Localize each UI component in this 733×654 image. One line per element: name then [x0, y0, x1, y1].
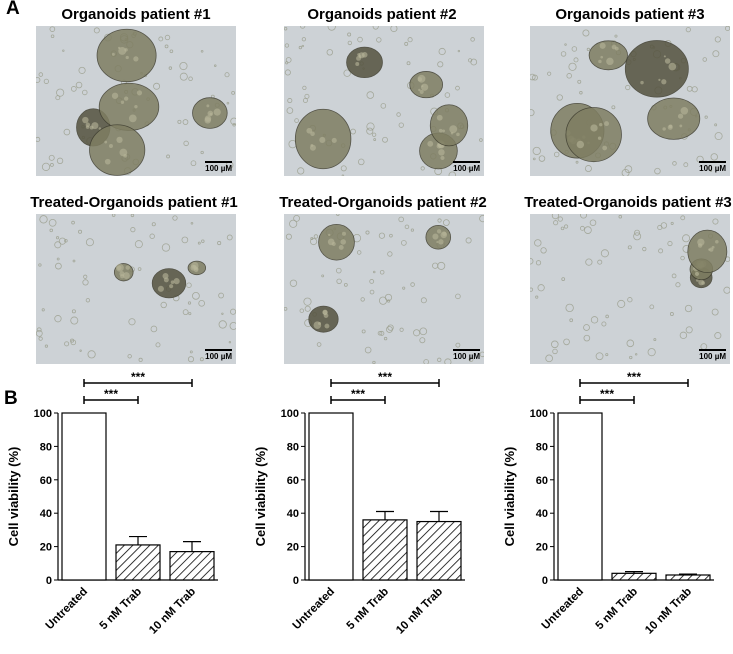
y-tick-label: 80 — [536, 441, 548, 453]
micrograph-image — [284, 26, 484, 176]
viability-chart-patient-2: Cell viability (%) 0 20 40 60 80 100 Untreated 5… — [253, 372, 465, 637]
micrograph-treated-patient-1: 100 µM — [36, 214, 236, 364]
micrograph-image — [530, 26, 730, 176]
y-tick-label: 40 — [40, 508, 52, 520]
significance-label: *** — [600, 387, 614, 401]
y-tick-label: 80 — [40, 441, 52, 453]
panel-label-a: A — [6, 0, 20, 19]
y-tick-label: 100 — [281, 408, 299, 420]
significance-label: *** — [351, 387, 365, 401]
x-tick-label: 5 nM Trab — [98, 586, 144, 632]
scale-bar-label: 100 µM — [699, 352, 726, 361]
bar-10-nm-trab — [416, 520, 462, 581]
x-tick-label: 10 nM Trab — [643, 586, 694, 637]
y-axis-label: Cell viability (%) — [502, 447, 517, 547]
y-tick-label: 20 — [287, 542, 299, 554]
x-tick-label: Untreated — [44, 586, 90, 632]
viability-chart-patient-3: Cell viability (%) 0 20 40 60 80 100 Untreated 5… — [502, 372, 714, 637]
bar-10-nm-trab — [169, 551, 215, 581]
scale-bar: 100 µM — [699, 349, 726, 361]
y-tick-label: 60 — [40, 475, 52, 487]
bar-5-nm-trab — [362, 519, 408, 581]
y-tick-label: 100 — [34, 408, 52, 420]
bar-untreated — [308, 412, 354, 581]
y-tick-label: 20 — [536, 542, 548, 554]
significance-label: *** — [104, 387, 118, 401]
y-tick-label: 20 — [40, 542, 52, 554]
y-tick-label: 100 — [530, 408, 548, 420]
scale-bar-label: 100 µM — [205, 164, 232, 173]
micrograph-image — [36, 26, 236, 176]
y-tick-label: 0 — [542, 575, 548, 587]
micrograph-title-organoids-1: Organoids patient #1 — [61, 6, 211, 23]
micrograph-title-organoids-3: Organoids patient #3 — [555, 6, 705, 23]
y-tick-label: 40 — [287, 508, 299, 520]
panel-label-b: B — [4, 388, 18, 409]
scale-bar: 100 µM — [205, 161, 232, 173]
y-tick-label: 60 — [536, 475, 548, 487]
scale-bar: 100 µM — [205, 349, 232, 361]
significance-label: *** — [627, 372, 641, 384]
micrograph-image — [284, 214, 484, 364]
micrograph-title-organoids-2: Organoids patient #2 — [307, 6, 457, 23]
x-tick-label: 10 nM Trab — [147, 586, 198, 637]
scale-bar-label: 100 µM — [205, 352, 232, 361]
scale-bar: 100 µM — [699, 161, 726, 173]
micrograph-title-treated-2: Treated-Organoids patient #2 — [279, 194, 487, 211]
significance-label: *** — [131, 372, 145, 384]
x-tick-label: 10 nM Trab — [394, 586, 445, 637]
x-tick-label: Untreated — [540, 586, 586, 632]
micrograph-organoids-patient-2: 100 µM — [284, 26, 484, 176]
bar-10-nm-trab — [665, 574, 711, 581]
micrograph-treated-patient-3: 100 µM — [530, 214, 730, 364]
y-tick-label: 60 — [287, 475, 299, 487]
micrograph-title-treated-3: Treated-Organoids patient #3 — [524, 194, 732, 211]
micrograph-organoids-patient-3: 100 µM — [530, 26, 730, 176]
x-tick-label: 5 nM Trab — [345, 586, 391, 632]
y-tick-label: 80 — [287, 441, 299, 453]
y-tick-label: 40 — [536, 508, 548, 520]
bar-untreated — [61, 412, 107, 581]
micrograph-organoids-patient-1: 100 µM — [36, 26, 236, 176]
scale-bar-label: 100 µM — [453, 164, 480, 173]
viability-chart-patient-1: Cell viability (%) 0 20 40 60 80 100 Untreated 5… — [6, 372, 218, 637]
scale-bar-label: 100 µM — [453, 352, 480, 361]
x-tick-label: Untreated — [291, 586, 337, 632]
y-axis-label: Cell viability (%) — [253, 447, 268, 547]
x-tick-label: 5 nM Trab — [594, 586, 640, 632]
y-axis-label: Cell viability (%) — [6, 447, 21, 547]
y-tick-label: 0 — [46, 575, 52, 587]
y-tick-label: 0 — [293, 575, 299, 587]
micrograph-image — [36, 214, 236, 364]
micrograph-treated-patient-2: 100 µM — [284, 214, 484, 364]
scale-bar: 100 µM — [453, 349, 480, 361]
bar-untreated — [557, 412, 603, 581]
micrograph-image — [530, 214, 730, 364]
scale-bar-label: 100 µM — [699, 164, 726, 173]
scale-bar: 100 µM — [453, 161, 480, 173]
significance-label: *** — [378, 372, 392, 384]
bar-5-nm-trab — [611, 572, 657, 581]
micrograph-title-treated-1: Treated-Organoids patient #1 — [30, 194, 238, 211]
bar-5-nm-trab — [115, 544, 161, 581]
